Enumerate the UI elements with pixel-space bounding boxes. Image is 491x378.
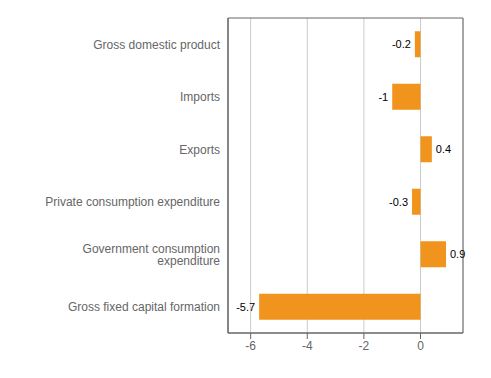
svg-text:-0.2: -0.2 [392, 38, 411, 50]
svg-text:Government consumptionexpendit: Government consumptionexpenditure [83, 242, 221, 268]
svg-text:0: 0 [417, 339, 424, 353]
svg-text:0.4: 0.4 [436, 143, 451, 155]
svg-text:0.9: 0.9 [450, 248, 465, 260]
svg-text:Imports: Imports [180, 90, 220, 104]
svg-text:-5.7: -5.7 [236, 301, 255, 313]
svg-text:Gross domestic product: Gross domestic product [93, 38, 220, 52]
svg-text:-2: -2 [359, 339, 370, 353]
svg-text:Private consumption expenditur: Private consumption expenditure [45, 195, 220, 209]
svg-text:Gross fixed capital formation: Gross fixed capital formation [68, 300, 220, 314]
svg-text:-4: -4 [302, 339, 313, 353]
svg-text:-0.3: -0.3 [389, 196, 408, 208]
svg-text:-6: -6 [245, 339, 256, 353]
svg-text:Exports: Exports [179, 143, 220, 157]
svg-text:-1: -1 [378, 91, 388, 103]
